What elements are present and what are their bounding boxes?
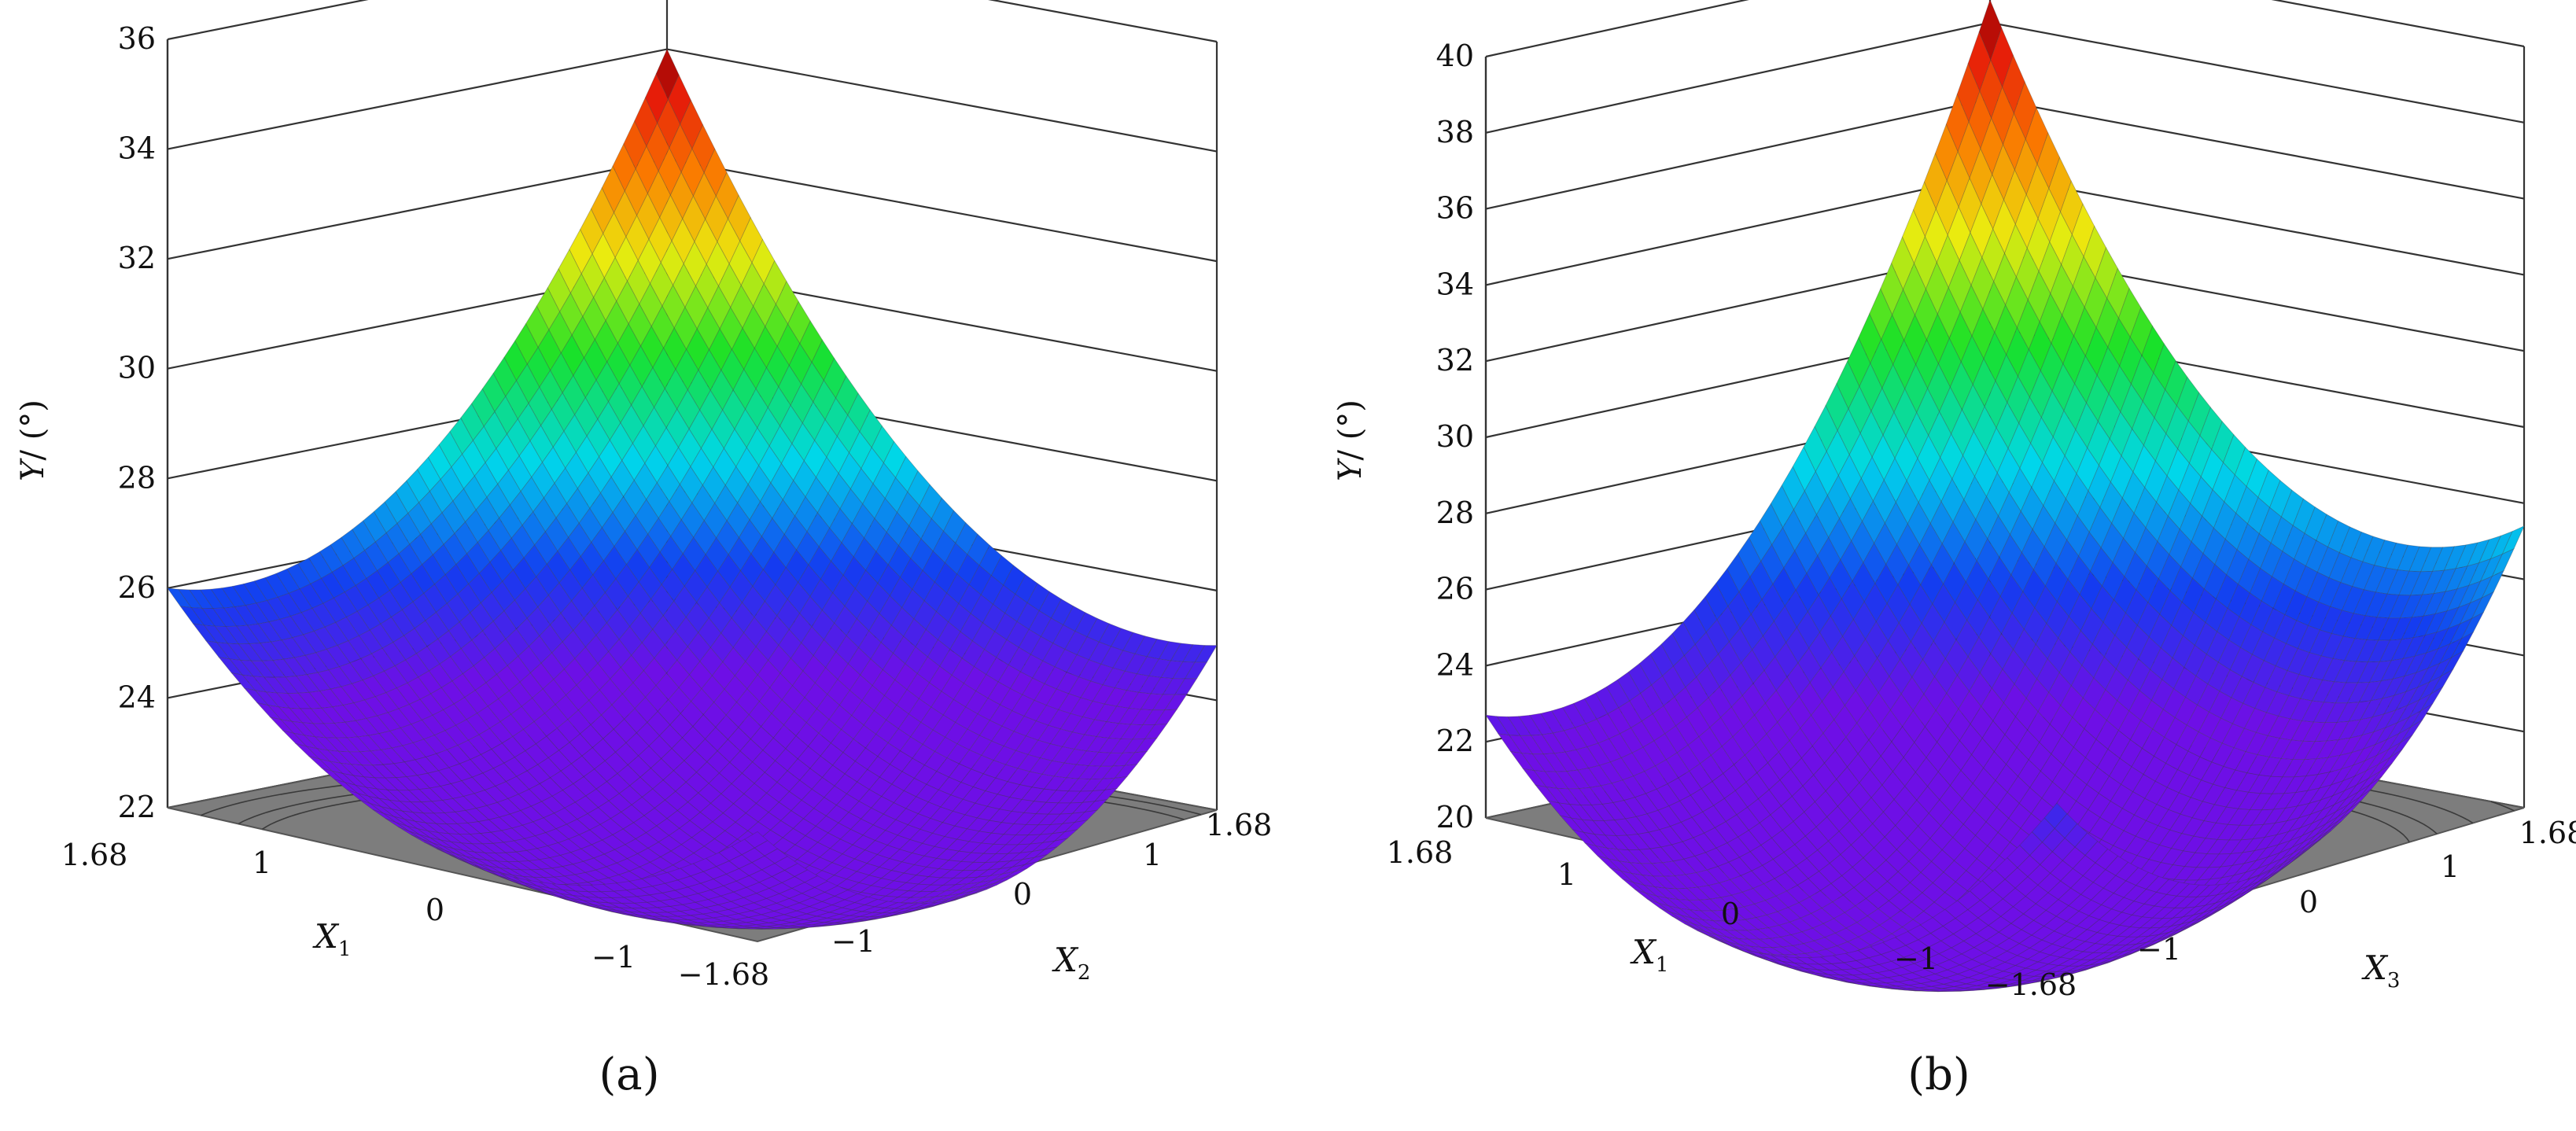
x-tick-label: −1.68 [678,957,769,992]
z-tick-label: 34 [1436,267,1474,301]
surface-facet [2481,569,2505,599]
surface-facet [2247,871,2271,886]
surface-facet [1144,724,1168,739]
surface-mesh [1485,0,2525,993]
x-tick-label: 1 [1557,857,1576,892]
surface-facet [2095,848,2119,871]
y-tick-label: −1 [831,924,875,959]
z-axis-title: Y/ (°) [1332,400,1369,481]
surface-facet [2390,735,2413,758]
surface-facet [1034,846,1058,858]
z-tick-label: 30 [1436,419,1474,454]
surface-plot-b: 20 22 24 26 28 30 32 34 36 38 40 1.68 1 0 −1 −1.68 −1 0 1 1… [1332,0,2576,1100]
surface-facet [964,889,988,897]
z-tick-label: 38 [1436,115,1474,149]
surface-facet [2165,882,2190,897]
surface-facet [1184,661,1208,680]
surface-facet [2227,879,2250,893]
z-tick-label: 26 [1436,572,1474,606]
x-tick-label: 0 [426,893,444,927]
surface-facet [774,856,798,871]
surface-facet [863,898,889,908]
x-tick-label: 0 [1721,897,1740,931]
y-axis-title: X3 [2361,949,2400,993]
x-axis-title: X1 [1630,933,1668,977]
surface-mesh [167,48,1218,930]
z-tick-label: 40 [1436,39,1474,73]
z-tick-label: 22 [118,790,156,824]
surface-facet [794,869,819,883]
z-tick-label: 36 [118,21,156,56]
surface-facet [2471,591,2495,620]
x-tick-label: 1 [252,845,271,880]
z-tick-label: 26 [118,570,156,605]
y-tick-label: 0 [2299,885,2318,919]
z-tick-label: 36 [1436,191,1474,226]
z-gridline [167,0,1218,43]
y-tick-label: 1 [1143,838,1162,872]
surface-facet [1154,709,1177,725]
z-gridline [1485,0,2525,58]
z-tick-label: 32 [118,241,156,275]
z-tick-label: 32 [1436,343,1474,378]
z-tick-label: 30 [118,351,156,385]
x-tick-label: 1.68 [61,838,128,872]
z-tick-label: 20 [1436,800,1474,834]
z-tick-label: 24 [1436,647,1474,682]
panel-label: (b) [1907,1049,1970,1100]
z-axis-title: Y/ (°) [15,400,51,481]
y-tick-label: 1 [2441,849,2460,884]
surface-facet [2339,800,2362,820]
surface-facet [975,884,997,893]
y-tick-label: 0 [1013,877,1032,912]
y-tick-label: −1 [2137,932,2181,967]
surface-facet [744,831,768,849]
surface-facet [2043,802,2068,829]
z-tick-label: 28 [1436,496,1474,530]
surface-facet [934,898,958,906]
x-axis-title: X1 [312,917,351,961]
x-tick-label: −1 [1894,941,1938,976]
surface-facet [1114,764,1138,779]
surface-facet [924,901,948,908]
x-tick-label: 1.68 [1387,835,1454,870]
surface-facet [2206,882,2231,897]
z-tick-label: 34 [118,131,156,166]
y-tick-label: 1.68 [1206,808,1273,842]
z-tick-label: 22 [1436,724,1474,758]
x-tick-label: −1 [591,940,636,974]
surface-facet [2359,775,2383,798]
panel-label: (a) [599,1049,659,1100]
y-tick-label: 1.68 [2519,816,2576,850]
z-tick-label: 28 [118,460,156,495]
surface-facet [1024,854,1048,865]
surface-facet [2460,611,2485,639]
surface-plot-a: 22 24 26 28 30 32 34 36 1.68 1 0 −1 −1.68 −1 0 1 1.68 X1 X… [15,0,1272,1100]
z-tick-label: 24 [118,680,156,714]
y-axis-title: X2 [1052,941,1090,985]
surface-facet [2125,867,2149,886]
x-tick-label: −1.68 [1985,967,2077,1002]
surface-facet [2440,650,2464,677]
